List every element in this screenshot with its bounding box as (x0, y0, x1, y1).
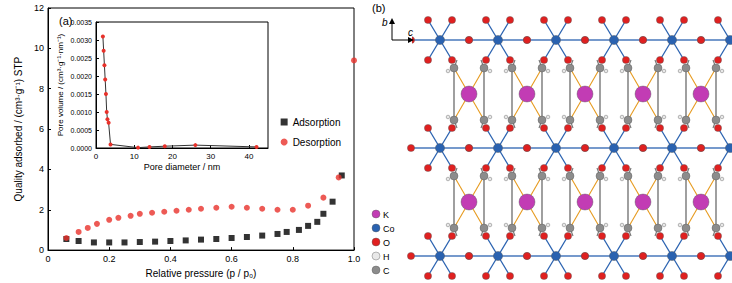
svg-text:0.0030: 0.0030 (71, 37, 93, 44)
svg-text:8: 8 (39, 84, 44, 94)
svg-text:0.0000: 0.0000 (71, 145, 93, 152)
svg-text:Pore volume / (cm³·g⁻¹·nm⁻¹): Pore volume / (cm³·g⁻¹·nm⁻¹) (56, 33, 65, 136)
svg-text:H: H (383, 252, 390, 262)
svg-text:30: 30 (206, 152, 215, 161)
svg-text:0: 0 (39, 245, 44, 255)
svg-text:20: 20 (168, 152, 177, 161)
svg-text:b: b (382, 17, 388, 28)
svg-text:Pore diameter / nm: Pore diameter / nm (144, 162, 221, 172)
svg-text:C: C (383, 266, 390, 276)
svg-text:4: 4 (39, 164, 44, 174)
svg-text:0.6: 0.6 (225, 254, 238, 264)
svg-text:40: 40 (244, 152, 253, 161)
svg-text:Adsorption: Adsorption (293, 117, 341, 128)
svg-text:0.0010: 0.0010 (71, 109, 93, 116)
svg-text:6: 6 (39, 124, 44, 134)
svg-text:0.4: 0.4 (164, 254, 177, 264)
svg-text:12: 12 (34, 3, 44, 13)
svg-text:0.0025: 0.0025 (71, 55, 93, 62)
svg-text:2: 2 (39, 205, 44, 215)
svg-text:0.0020: 0.0020 (71, 73, 93, 80)
svg-text:0.0035: 0.0035 (71, 19, 93, 26)
svg-text:0.8: 0.8 (287, 254, 300, 264)
svg-text:c: c (408, 27, 413, 38)
svg-text:(a): (a) (59, 15, 72, 27)
svg-text:0.0015: 0.0015 (71, 91, 93, 98)
svg-text:Relative pressure (p / p₀): Relative pressure (p / p₀) (146, 268, 257, 279)
svg-text:0: 0 (94, 152, 99, 161)
svg-text:0: 0 (45, 254, 50, 264)
svg-text:0.2: 0.2 (103, 254, 116, 264)
svg-text:Desorption: Desorption (293, 137, 341, 148)
svg-text:O: O (383, 238, 390, 248)
svg-text:Quality adsorbed / (cm³·g⁻¹) S: Quality adsorbed / (cm³·g⁻¹) STP (13, 56, 24, 201)
svg-text:0.0005: 0.0005 (71, 127, 93, 134)
svg-text:(b): (b) (372, 2, 385, 14)
svg-text:1.0: 1.0 (348, 254, 361, 264)
svg-text:K: K (383, 210, 389, 220)
svg-text:10: 10 (130, 152, 139, 161)
svg-text:Co: Co (383, 224, 395, 234)
svg-text:10: 10 (34, 43, 44, 53)
